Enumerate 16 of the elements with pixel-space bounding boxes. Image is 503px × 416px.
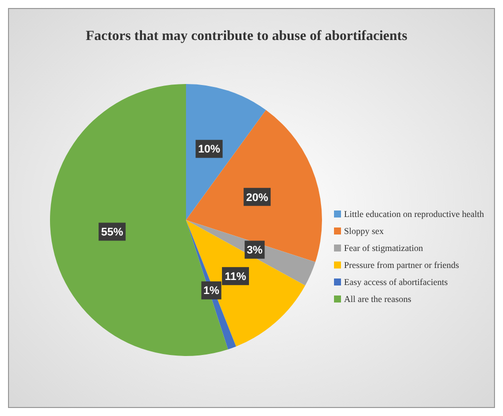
data-label: 1% bbox=[203, 285, 220, 298]
data-label: 3% bbox=[246, 244, 263, 257]
pie-slice bbox=[186, 110, 322, 262]
chart-title: Factors that may contribute to abuse of abortifacients bbox=[86, 29, 408, 44]
data-label: 10% bbox=[198, 144, 220, 156]
data-label: 11% bbox=[224, 270, 246, 283]
data-label: 20% bbox=[246, 192, 268, 204]
legend-label: All are the reasons bbox=[344, 294, 412, 304]
pie-slice bbox=[186, 220, 306, 346]
legend-label: Easy access of abortifacients bbox=[344, 277, 448, 288]
legend-label: Fear of stigmatization bbox=[344, 243, 424, 254]
legend-label: Little education on reproductive health bbox=[344, 209, 484, 220]
legend-label: Sloppy sex bbox=[344, 226, 384, 236]
pie-slice bbox=[186, 84, 266, 220]
data-label: 55% bbox=[101, 226, 124, 239]
legend-label: Pressure from partner or friends bbox=[344, 260, 460, 270]
